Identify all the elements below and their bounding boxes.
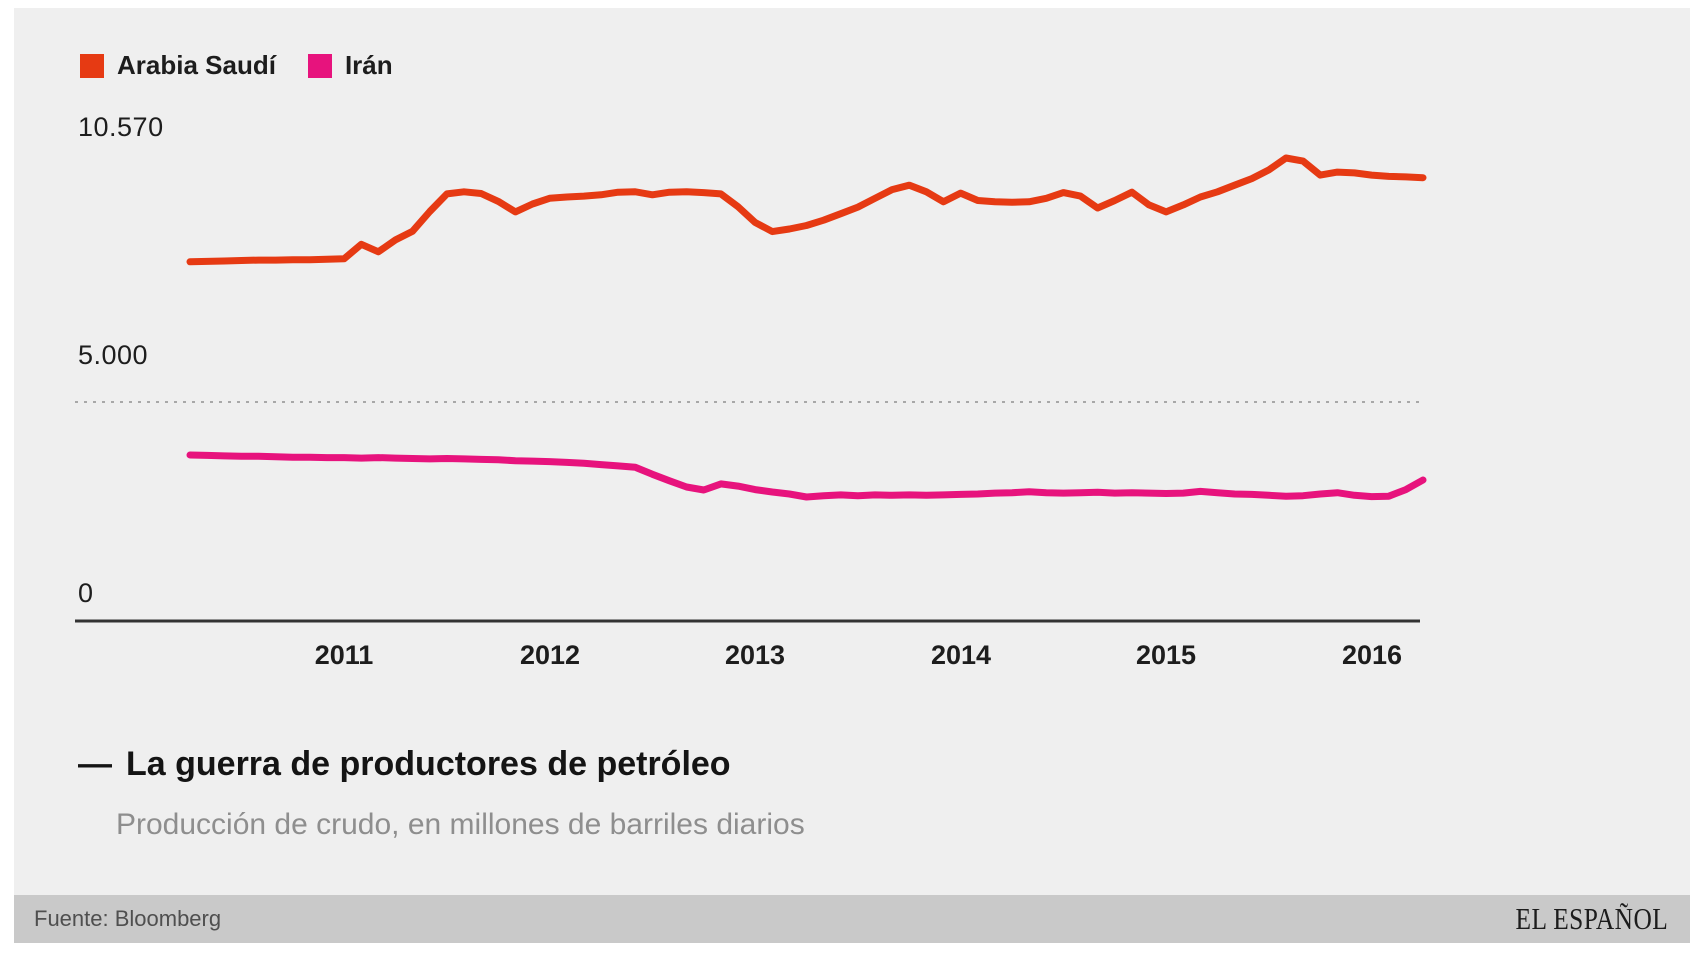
publisher-logo: EL ESPAÑOL xyxy=(1515,901,1668,936)
title-text: La guerra de productores de petróleo xyxy=(126,745,731,783)
x-axis-label-2014: 2014 xyxy=(930,640,992,670)
title-dash: — xyxy=(78,745,112,783)
legend-label-iran: Irán xyxy=(344,50,393,80)
x-axis-label-2012: 2012 xyxy=(519,640,581,670)
chart-card xyxy=(14,8,1690,942)
chart-subtitle: Producción de crudo, en millones de barr… xyxy=(116,808,805,841)
x-axis-label-2011: 2011 xyxy=(314,640,374,670)
x-axis-label-2015: 2015 xyxy=(1135,640,1197,670)
chart-title: — La guerra de productores de petróleo xyxy=(78,745,731,784)
source-credit: Fuente: Bloomberg xyxy=(34,906,222,931)
x-axis-label-2013: 2013 xyxy=(724,640,786,670)
footer-bar: Fuente: Bloomberg EL ESPAÑOL xyxy=(14,895,1690,943)
legend-swatch-arabia-saudi-icon xyxy=(80,53,104,78)
y-axis-label-5000: 5.000 xyxy=(78,340,149,370)
y-axis-label-10570: 10.570 xyxy=(78,112,164,142)
legend: Arabia Saudí Irán xyxy=(80,50,393,81)
legend-swatch-iran-icon xyxy=(307,53,332,78)
x-axis-label-2016: 2016 xyxy=(1341,640,1403,670)
y-axis-label-0: 0 xyxy=(78,578,94,608)
legend-label-arabia-saudi: Arabia Saudí xyxy=(117,50,276,80)
